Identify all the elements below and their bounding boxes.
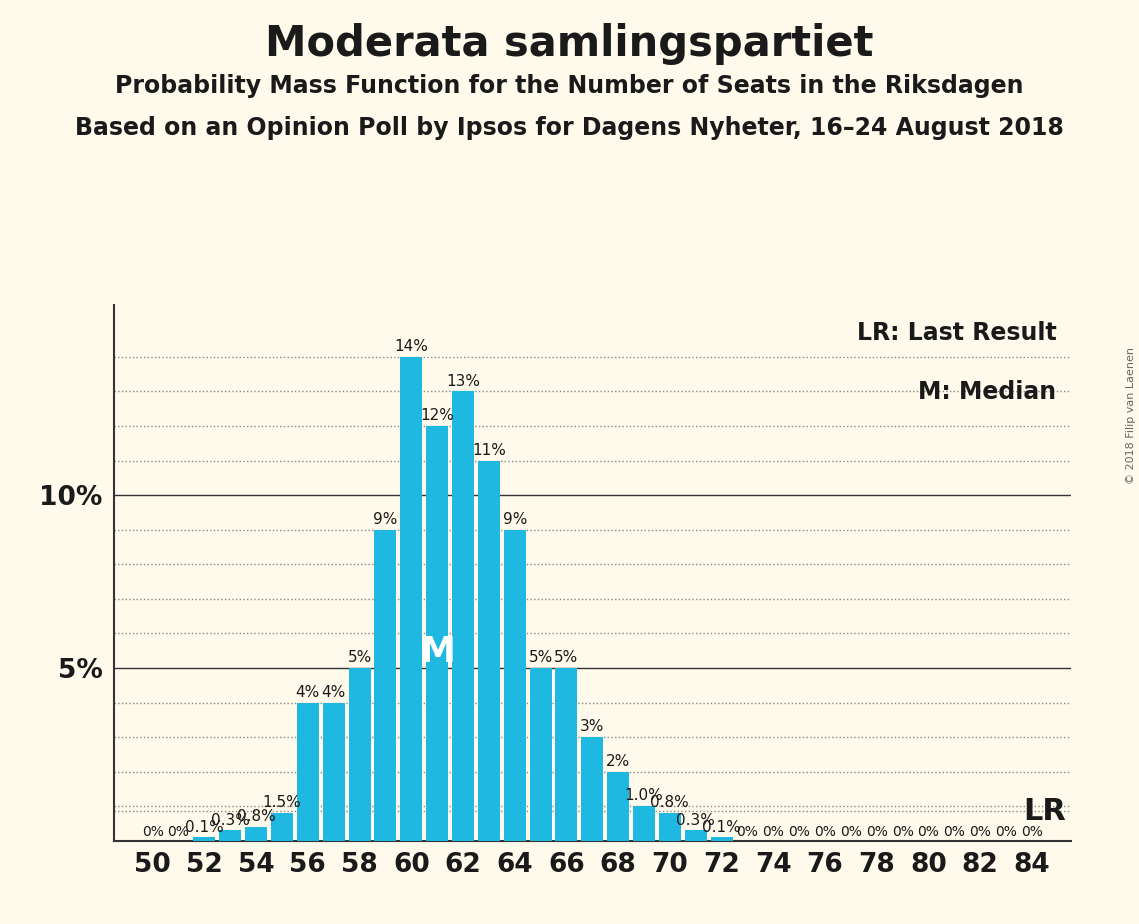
Bar bbox=[581, 737, 604, 841]
Text: 0%: 0% bbox=[866, 825, 887, 839]
Text: 0.1%: 0.1% bbox=[185, 820, 223, 834]
Text: 9%: 9% bbox=[374, 512, 398, 527]
Bar bbox=[556, 668, 577, 841]
Text: Probability Mass Function for the Number of Seats in the Riksdagen: Probability Mass Function for the Number… bbox=[115, 74, 1024, 98]
Bar bbox=[711, 837, 732, 841]
Text: 0%: 0% bbox=[167, 825, 189, 839]
Bar bbox=[478, 460, 500, 841]
Text: Moderata samlingspartiet: Moderata samlingspartiet bbox=[265, 23, 874, 65]
Text: 0%: 0% bbox=[995, 825, 1017, 839]
Text: 5%: 5% bbox=[528, 650, 552, 665]
Bar bbox=[607, 772, 629, 841]
Text: 13%: 13% bbox=[446, 373, 480, 389]
Text: 5%: 5% bbox=[555, 650, 579, 665]
Bar bbox=[271, 813, 293, 841]
Bar bbox=[220, 831, 241, 841]
Text: LR: Last Result: LR: Last Result bbox=[857, 321, 1056, 345]
Bar bbox=[633, 807, 655, 841]
Text: 4%: 4% bbox=[296, 685, 320, 699]
Text: 1.5%: 1.5% bbox=[263, 796, 302, 810]
Bar bbox=[400, 357, 423, 841]
Bar bbox=[530, 668, 551, 841]
Bar bbox=[503, 529, 526, 841]
Bar bbox=[375, 529, 396, 841]
Text: © 2018 Filip van Laenen: © 2018 Filip van Laenen bbox=[1126, 347, 1136, 484]
Text: 0%: 0% bbox=[788, 825, 810, 839]
Text: 0.3%: 0.3% bbox=[677, 813, 715, 828]
Text: 0%: 0% bbox=[814, 825, 836, 839]
Text: 0.8%: 0.8% bbox=[237, 809, 276, 824]
Text: 3%: 3% bbox=[580, 720, 605, 735]
Bar bbox=[194, 837, 215, 841]
Text: 4%: 4% bbox=[321, 685, 346, 699]
Text: 0.3%: 0.3% bbox=[211, 813, 249, 828]
Text: 2%: 2% bbox=[606, 754, 630, 769]
Text: 0%: 0% bbox=[943, 825, 965, 839]
Text: 12%: 12% bbox=[420, 408, 454, 423]
Text: 11%: 11% bbox=[472, 443, 506, 457]
Bar bbox=[297, 702, 319, 841]
Bar bbox=[658, 813, 681, 841]
Bar bbox=[685, 831, 706, 841]
Text: 1.0%: 1.0% bbox=[624, 788, 663, 804]
Text: M: M bbox=[419, 635, 456, 669]
Text: 0.1%: 0.1% bbox=[703, 820, 741, 834]
Bar bbox=[452, 392, 474, 841]
Text: M: Median: M: Median bbox=[918, 380, 1056, 404]
Text: 0%: 0% bbox=[969, 825, 991, 839]
Text: 5%: 5% bbox=[347, 650, 371, 665]
Text: Based on an Opinion Poll by Ipsos for Dagens Nyheter, 16–24 August 2018: Based on an Opinion Poll by Ipsos for Da… bbox=[75, 116, 1064, 140]
Bar bbox=[426, 426, 448, 841]
Text: 0.8%: 0.8% bbox=[650, 796, 689, 810]
Bar bbox=[245, 827, 268, 841]
Text: 14%: 14% bbox=[394, 339, 428, 354]
Text: 9%: 9% bbox=[502, 512, 527, 527]
Text: 0%: 0% bbox=[141, 825, 164, 839]
Text: 0%: 0% bbox=[762, 825, 785, 839]
Text: 0%: 0% bbox=[839, 825, 862, 839]
Text: 0%: 0% bbox=[918, 825, 940, 839]
Text: 0%: 0% bbox=[737, 825, 759, 839]
Bar bbox=[322, 702, 345, 841]
Text: LR: LR bbox=[1023, 797, 1066, 826]
Text: 0%: 0% bbox=[892, 825, 913, 839]
Bar bbox=[349, 668, 370, 841]
Text: 0%: 0% bbox=[1021, 825, 1043, 839]
